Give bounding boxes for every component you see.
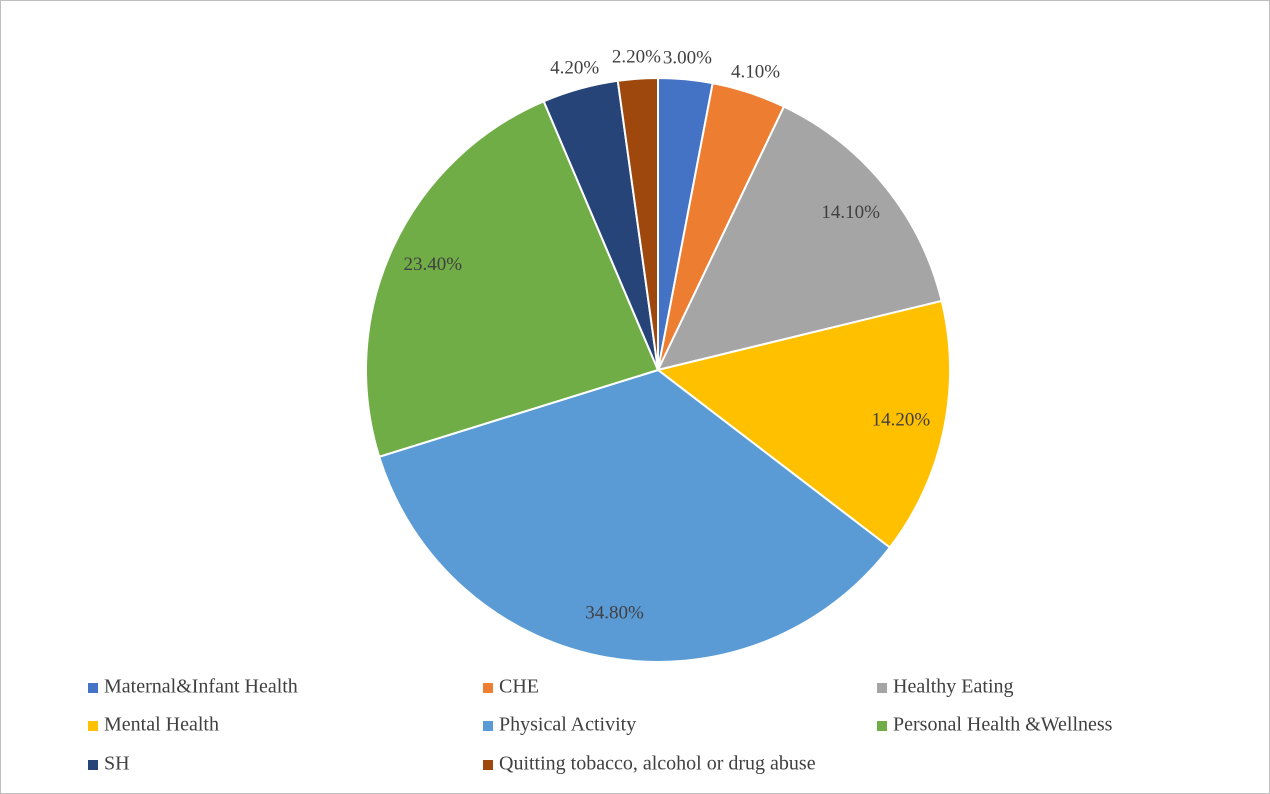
legend-swatch [483,760,493,770]
legend-label: Physical Activity [499,714,636,736]
data-label: 2.20% [612,47,661,68]
data-label: 23.40% [403,254,462,275]
pie-slice [616,76,659,371]
legend-label: Maternal&Infant Health [104,676,298,698]
legend-swatch [483,683,493,693]
legend-swatch [483,721,493,731]
legend-swatch [88,683,98,693]
data-label: 4.10% [731,62,780,83]
pie-slice [377,368,892,663]
data-label: 4.20% [550,57,599,78]
legend-label: Mental Health [104,714,219,736]
legend-swatch [877,683,887,693]
legend-label: Quitting tobacco, alcohol or drug abuse [499,753,816,775]
data-label: 34.80% [585,603,644,624]
pie-slice [655,299,951,549]
data-label: 14.20% [872,409,931,430]
pie-slice [656,105,943,372]
legend-swatch [88,721,98,731]
legend-swatch [877,721,887,731]
data-label: 3.00% [663,47,712,68]
legend-label: Healthy Eating [893,676,1014,698]
legend-label: Personal Health &Wellness [893,714,1113,736]
legend-label: SH [104,753,130,775]
data-label: 14.10% [821,202,880,223]
pie-slice [365,99,660,458]
legend-label: CHE [499,676,539,698]
legend-swatch [88,760,98,770]
